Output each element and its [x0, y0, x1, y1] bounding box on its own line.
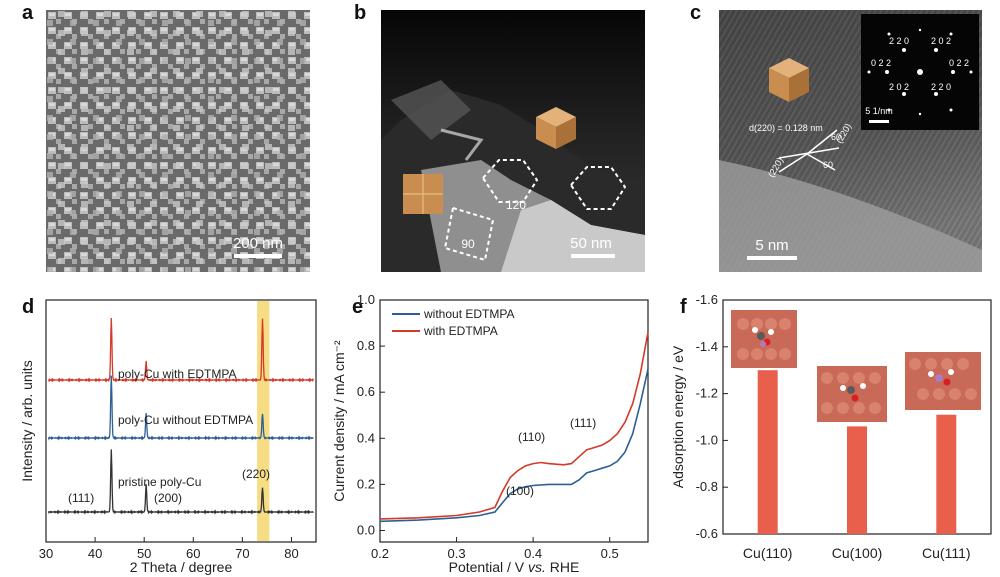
xrd-series-2 — [47, 449, 314, 515]
adsorption-bar-0 — [757, 370, 778, 534]
lsv-plot-frame — [379, 299, 649, 543]
svg-text:120: 120 — [506, 198, 526, 212]
cube-icon-c — [769, 58, 809, 102]
lsv-ytick-label: 1.0 — [357, 292, 375, 307]
svg-text:60: 60 — [831, 132, 841, 142]
svg-text:5 1/nm: 5 1/nm — [865, 106, 893, 116]
svg-text:2 0 2: 2 0 2 — [889, 82, 909, 92]
molecule-structure-icon-111 — [905, 352, 981, 410]
lsv-xlabel: Potential / V vs. RHE — [449, 559, 580, 575]
scale-label-a: 200 nm — [233, 235, 283, 252]
lsv-ylabel: Current density / mA cm⁻² — [331, 340, 347, 502]
lsv-ytick-label: 0.8 — [357, 338, 375, 353]
xrd-xtick-label: 70 — [235, 546, 249, 561]
hrtem-image: 2 2 0 2 0 2 0 2 2 0 2 2 2 0 2 2 2 0 5 1/… — [719, 10, 982, 272]
lsv-ytick-label: 0.2 — [357, 476, 375, 491]
xrd-legend-pristine: pristine poly-Cu — [118, 475, 201, 489]
lsv-xtick-label: 0.5 — [601, 546, 619, 561]
lsv-ytick-label: 0.0 — [357, 522, 375, 537]
xrd-xtick-label: 60 — [186, 546, 200, 561]
hexagon-outline-1 — [481, 159, 539, 203]
sem-image: 200 nm — [46, 10, 310, 272]
adsorption-ytick-label: -1.4 — [696, 339, 718, 354]
adsorption-bar-1 — [847, 426, 867, 534]
panel-label-b: b — [354, 2, 367, 24]
adsorption-ytick-label: -1.0 — [696, 432, 718, 447]
xrd-legend-without: poly-Cu without EDTMPA — [118, 413, 253, 427]
xrd-xtick-label: 80 — [284, 546, 298, 561]
adsorption-ytick-label: -1.6 — [696, 292, 718, 307]
xrd-legend-with: poly-Cu with EDTMPA — [118, 367, 236, 381]
scale-bar-a — [234, 254, 282, 258]
cube-icon-b-2 — [403, 174, 443, 214]
adsorption-chart: Cu(110) Cu(100) Cu(111) -0.6 -0.8 -1.0 -1.2 -1… — [670, 292, 992, 561]
svg-text:2 2 0: 2 2 0 — [931, 82, 951, 92]
svg-text:2 2 0: 2 2 0 — [889, 36, 909, 46]
adsorption-category-label: Cu(111) — [922, 545, 971, 561]
svg-text:0 2 2: 0 2 2 — [949, 58, 969, 68]
xrd-series-1 — [47, 375, 314, 441]
lsv-peak-111: (111) — [570, 416, 596, 430]
inset-scale-bar — [869, 120, 889, 123]
lsv-peak-110: (110) — [518, 430, 545, 444]
scale-bar-c — [747, 256, 797, 260]
adsorption-ytick-label: -0.6 — [696, 526, 718, 541]
svg-text:60: 60 — [823, 160, 833, 170]
adsorption-category-label: Cu(100) — [832, 545, 883, 561]
svg-text:0 2 2: 0 2 2 — [871, 58, 891, 68]
lsv-xtick-label: 0.4 — [524, 546, 542, 561]
panel-label-f: f — [680, 296, 687, 318]
scale-label-b: 50 nm — [570, 235, 612, 252]
lsv-ytick-label: 0.6 — [357, 384, 375, 399]
adsorption-ytick-label: -0.8 — [696, 479, 718, 494]
lsv-series-1 — [379, 332, 649, 520]
lsv-series-0 — [379, 368, 649, 523]
lsv-xtick-label: 0.3 — [448, 546, 466, 561]
lsv-peak-100: (100) — [506, 484, 534, 498]
lsv-legend-without: without EDTMPA — [423, 307, 514, 321]
xrd-peak-220: (220) — [242, 467, 270, 481]
lsv-xtick-label: 0.2 — [371, 546, 389, 561]
adsorption-category-label: Cu(110) — [743, 545, 793, 561]
panel-label-d: d — [22, 296, 35, 318]
svg-text:90: 90 — [461, 237, 475, 251]
tem-image: 120 90 50 nm — [381, 10, 645, 272]
scale-label-c: 5 nm — [755, 237, 788, 254]
molecule-structure-icon-100 — [817, 366, 887, 422]
adsorption-ytick-label: -1.2 — [696, 386, 718, 401]
xrd-xtick-label: 40 — [88, 546, 102, 561]
svg-text:2 0 2: 2 0 2 — [931, 36, 951, 46]
xrd-plot-frame — [45, 299, 317, 543]
saed-pattern — [867, 28, 973, 116]
xrd-peak-200: (200) — [154, 491, 182, 505]
xrd-xtick-label: 30 — [39, 546, 53, 561]
xrd-series-0 — [47, 317, 315, 383]
d-spacing-label: d(220) = 0.128 nm — [749, 123, 823, 133]
panel-label-e: e — [352, 296, 364, 318]
xrd-ylabel: Intensity / arb. units — [19, 360, 35, 481]
lattice-angle-lines — [778, 129, 840, 173]
hexagon-outline-2 — [569, 166, 627, 210]
lsv-chart: 0.2 0.3 0.4 0.5 0.0 0.2 0.4 0.6 0.8 1.0 without E… — [331, 292, 649, 575]
panel-label-a: a — [22, 2, 34, 24]
xrd-chart: 30 40 50 60 70 80 poly-Cu with EDTMPA poly-Cu… — [19, 299, 317, 575]
lsv-legend-with: with EDTMPA — [423, 324, 498, 338]
adsorption-bar-2 — [936, 414, 957, 534]
adsorption-ylabel: Adsorption energy / eV — [670, 345, 686, 488]
xrd-xtick-label: 50 — [137, 546, 151, 561]
xrd-peak-111: (111) — [68, 491, 94, 505]
scale-bar-b — [571, 254, 615, 258]
xrd-xlabel: 2 Theta / degree — [130, 559, 233, 575]
lsv-ytick-label: 0.4 — [357, 430, 375, 445]
molecule-structure-icon-110 — [731, 310, 797, 368]
cube-icon-b-1 — [536, 107, 576, 149]
panel-label-c: c — [690, 2, 702, 24]
